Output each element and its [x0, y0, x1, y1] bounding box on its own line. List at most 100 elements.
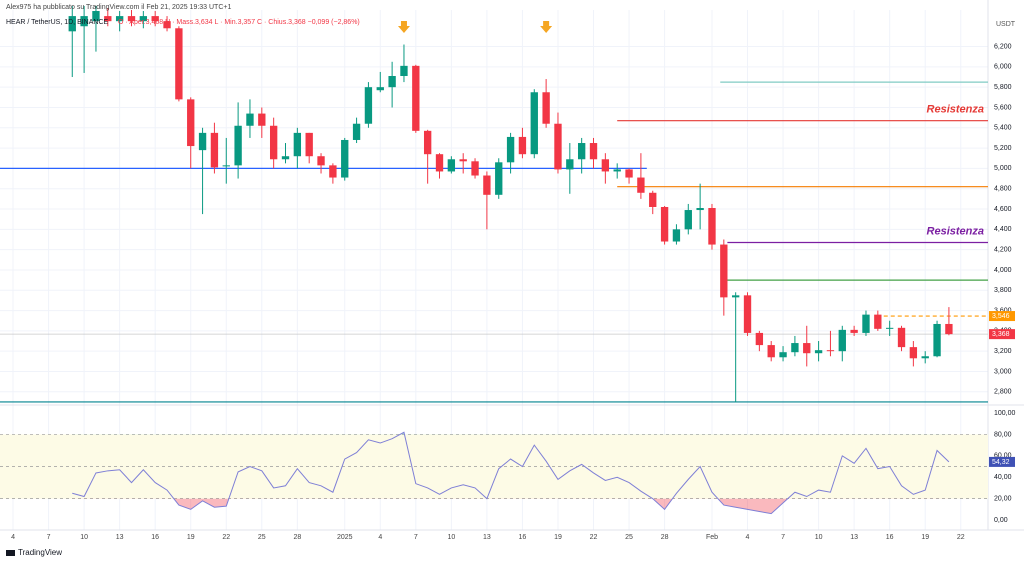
rsi-last-label: 54,32: [992, 459, 1010, 466]
plot: 2,8003,0003,2003,4003,6003,8004,0004,200…: [0, 0, 1024, 541]
candle-body: [139, 16, 148, 22]
y-tick-label: 3,000: [994, 368, 1012, 375]
candle-body: [258, 113, 266, 126]
candle-body: [115, 16, 124, 22]
candle-body: [577, 143, 586, 160]
y-tick-label: 6,000: [994, 64, 1012, 71]
candle-body: [518, 136, 527, 155]
candle-body: [471, 161, 479, 176]
candle-body: [376, 87, 384, 91]
candle-body: [684, 210, 692, 230]
rsi-line: [72, 431, 950, 515]
y-tick-label: 5,400: [994, 125, 1012, 132]
x-tick-label: 4: [746, 534, 750, 541]
candle-body: [423, 130, 432, 155]
candle-body: [222, 165, 230, 167]
x-tick-label: 28: [293, 534, 301, 541]
y-tick-label: 3,600: [994, 307, 1012, 314]
candle-body: [791, 343, 799, 353]
candle-body: [281, 156, 290, 160]
x-tick-label: 19: [921, 534, 929, 541]
y-unit: USDT: [996, 21, 1016, 28]
x-tick-label: 10: [815, 534, 823, 541]
candle-body: [352, 123, 361, 140]
rsi-tick-label: 80,00: [994, 431, 1012, 438]
candle-body: [341, 139, 349, 178]
candle-body: [293, 132, 302, 157]
x-tick-label: 19: [187, 534, 195, 541]
last-price-label-bg: [989, 329, 1015, 340]
candle-body: [234, 125, 242, 166]
level-label-bg: [989, 311, 1015, 322]
candle-body: [814, 350, 823, 354]
candle-body: [68, 16, 76, 32]
x-tick-label: 2025: [337, 534, 353, 541]
candle-body: [151, 16, 159, 22]
x-tick-label: Feb: [706, 534, 718, 541]
brand: TradingView: [18, 548, 62, 557]
candle-body: [317, 156, 325, 166]
candle-body: [696, 208, 704, 211]
x-tick-label: 25: [258, 534, 266, 541]
candle-body: [80, 16, 88, 27]
x-tick-label: 22: [222, 534, 230, 541]
candle-body: [803, 343, 811, 354]
candle-body: [187, 99, 195, 147]
y-tick-label: 2,800: [994, 389, 1012, 396]
y-tick-label: 3,800: [994, 287, 1012, 294]
candle-body: [613, 169, 621, 172]
candle-body: [886, 327, 894, 329]
candle-body: [104, 16, 112, 22]
candle-body: [495, 162, 503, 195]
candle-body: [388, 76, 396, 88]
x-tick-label: 19: [554, 534, 562, 541]
candle-body: [933, 323, 941, 357]
x-tick-label: 4: [378, 534, 382, 541]
y-tick-label: 5,800: [994, 84, 1012, 91]
candle-body: [554, 123, 562, 170]
candle-body: [412, 65, 420, 131]
level-text: Resistenza: [927, 104, 984, 116]
rsi-tick-label: 60,00: [994, 453, 1012, 460]
y-tick-label: 4,400: [994, 226, 1012, 233]
candle-body: [672, 229, 681, 242]
candle-body: [625, 169, 633, 178]
candle-body: [874, 314, 882, 329]
y-tick-label: 5,600: [994, 104, 1012, 111]
candle-body: [163, 21, 171, 29]
y-tick-label: 3,200: [994, 348, 1012, 355]
candle-body: [542, 92, 550, 124]
ohlc-line: O · Aper.3,468 H · Mass.3,634 L · Min.3,…: [118, 19, 360, 26]
x-tick-label: 13: [850, 534, 858, 541]
rsi-tick-label: 20,00: [994, 495, 1012, 502]
level-label: 3,546: [992, 313, 1010, 320]
candle-body: [506, 136, 515, 163]
publisher: Alex975 ha pubblicato su TradingView.com…: [6, 4, 231, 11]
rsi-oversold-fill: [72, 498, 949, 514]
chart-title: HEAR / TetherUS, 1D, BINANCE: [6, 19, 109, 26]
candle-body: [175, 28, 183, 100]
candle-body: [767, 345, 775, 358]
candle-body: [246, 113, 254, 126]
candle-body: [530, 92, 538, 155]
rsi-last-bg: [989, 456, 1015, 467]
x-tick-label: 13: [483, 534, 491, 541]
y-tick-label: 5,000: [994, 165, 1012, 172]
candle-body: [649, 192, 657, 207]
y-tick-label: 5,200: [994, 145, 1012, 152]
rsi-tick-label: 100,00: [994, 410, 1016, 417]
candle-body: [364, 87, 373, 124]
last-price-label: 3,368: [992, 331, 1010, 338]
x-tick-label: 22: [957, 534, 965, 541]
candle-body: [838, 329, 846, 352]
x-tick-label: 13: [116, 534, 124, 541]
arrow-marker: [397, 21, 410, 33]
candle-body: [329, 165, 337, 178]
y-tick-label: 4,000: [994, 267, 1012, 274]
candle-body: [897, 327, 906, 348]
x-tick-label: 4: [11, 534, 15, 541]
candle-body: [909, 347, 918, 359]
candle-body: [660, 206, 669, 242]
candle-body: [459, 159, 467, 162]
